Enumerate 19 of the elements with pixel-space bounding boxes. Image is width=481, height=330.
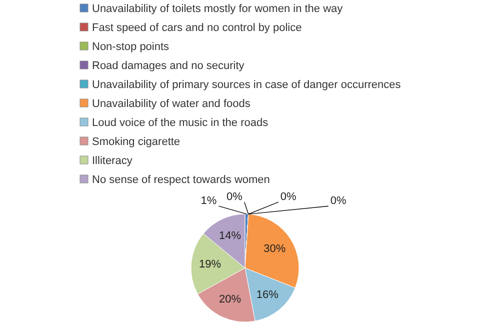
data-label: 20% — [219, 294, 242, 306]
text: 0% — [226, 191, 242, 204]
legend-label: Fast speed of cars and no control by police — [92, 22, 302, 34]
legend-label: Loud voice of the music in the roads — [92, 117, 269, 129]
text: 0% — [280, 191, 296, 204]
data-label: 30% — [264, 243, 286, 256]
legend-label: Smoking cigarette — [92, 136, 180, 148]
legend-label: Illiteracy — [92, 155, 133, 167]
legend-label: No sense of respect towards women — [92, 174, 270, 186]
legend-label: Non-stop points — [92, 41, 170, 53]
legend-label: Unavailability of water and foods — [92, 98, 251, 110]
data-label: 19% — [199, 258, 222, 271]
legend-label: Unavailability of primary sources in case of danger occurrences — [92, 79, 402, 91]
text: 0% — [330, 195, 346, 208]
legend-label: Road damages and no security — [92, 60, 245, 72]
data-label: 14% — [219, 230, 242, 242]
legend-label: Unavailability of toilets mostly for women in the way — [92, 3, 344, 15]
data-label: 16% — [256, 288, 279, 301]
data-label: 1% — [200, 195, 217, 208]
